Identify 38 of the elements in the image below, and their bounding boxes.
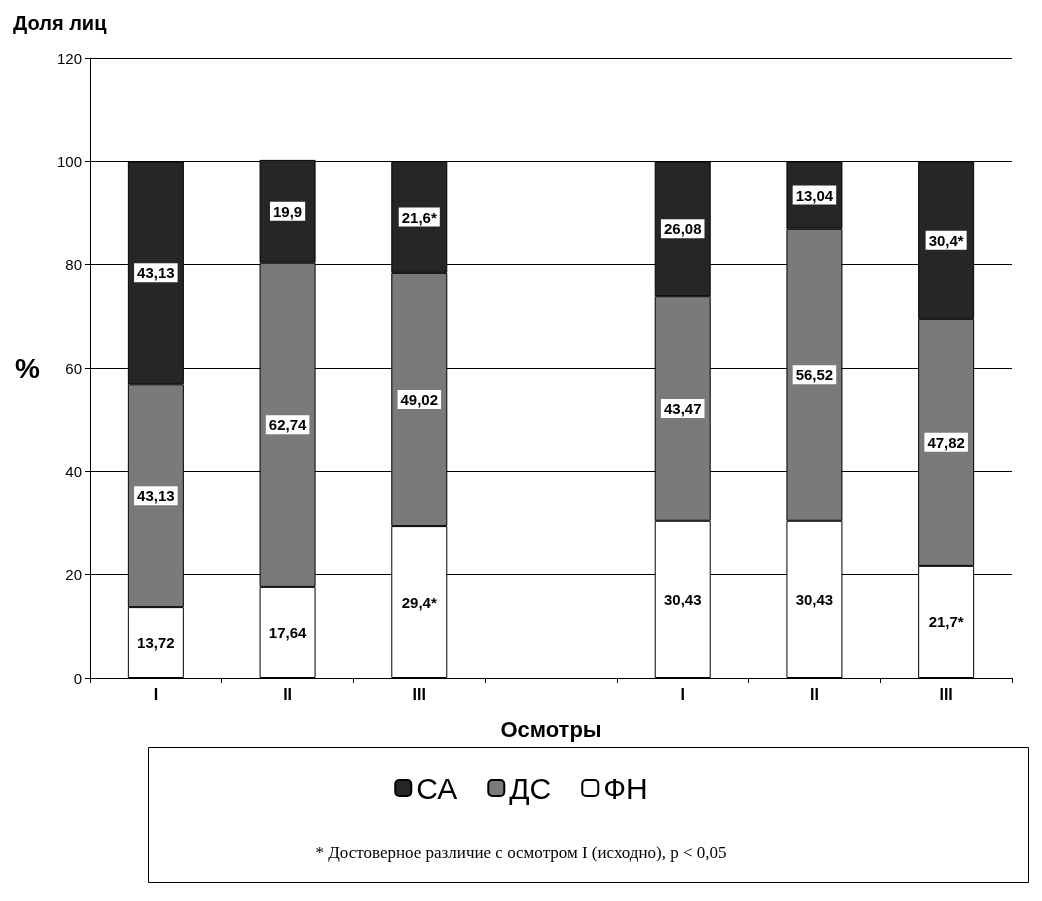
data-label: 49,02 bbox=[400, 390, 439, 408]
data-label: 26,08 bbox=[663, 220, 702, 238]
y-tick-label: 100 bbox=[56, 152, 82, 170]
x-tick-label: III bbox=[939, 685, 953, 703]
data-label: 43,13 bbox=[137, 264, 175, 282]
x-tick-label: II bbox=[283, 685, 293, 703]
data-label: 30,43 bbox=[795, 590, 834, 608]
data-label: 56,52 bbox=[795, 366, 834, 384]
data-label: 13,72 bbox=[137, 634, 175, 652]
text: * Достоверное различие с осмотром I (исходно), p < 0,05 bbox=[315, 843, 727, 862]
data-label: 21,6* bbox=[401, 208, 437, 226]
y-tick-label: 60 bbox=[65, 359, 82, 377]
chart-title: Доля лиц bbox=[13, 12, 108, 34]
data-label: 43,13 bbox=[137, 487, 175, 505]
data-label: 29,4* bbox=[401, 593, 437, 611]
y-tick-label: 40 bbox=[65, 462, 82, 480]
y-tick-label: 80 bbox=[65, 256, 82, 274]
y-tick-label: 20 bbox=[65, 566, 82, 584]
legend-label: ДС bbox=[509, 771, 552, 805]
data-label: 17,64 bbox=[268, 623, 307, 641]
x-tick-label: II bbox=[809, 685, 819, 703]
data-label: 30,4* bbox=[928, 231, 964, 249]
y-tick-label: 120 bbox=[56, 49, 82, 67]
x-axis-title: Осмотры bbox=[500, 716, 602, 742]
legend-label: СА bbox=[416, 771, 458, 805]
data-label: 21,7* bbox=[928, 613, 964, 631]
data-label: 43,47 bbox=[663, 399, 702, 417]
data-label: 19,9 bbox=[272, 202, 303, 220]
y-axis-title: % bbox=[15, 352, 41, 384]
y-tick-label: 0 bbox=[73, 669, 82, 687]
data-label: 30,43 bbox=[663, 590, 702, 608]
x-tick-label: I bbox=[680, 685, 685, 703]
legend-label: ФН bbox=[603, 771, 648, 805]
data-label: 47,82 bbox=[927, 433, 965, 451]
data-label: 62,74 bbox=[268, 416, 307, 434]
data-label: 13,04 bbox=[795, 186, 834, 204]
x-tick-label: I bbox=[153, 685, 159, 703]
x-tick-label: III bbox=[412, 685, 426, 703]
